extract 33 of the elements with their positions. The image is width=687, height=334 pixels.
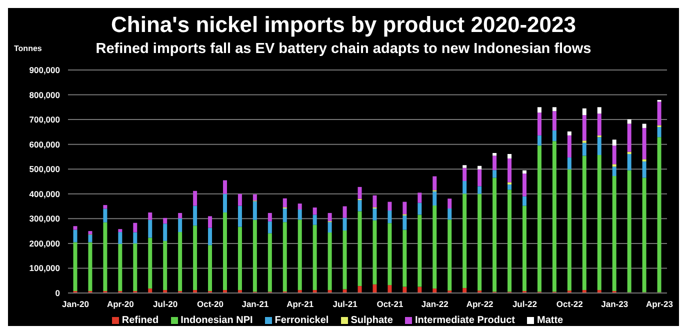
legend-label: Refined (122, 315, 159, 326)
chart-title: China's nickel imports by product 2020-2023 (110, 11, 577, 38)
x-tick-label: Apr-20 (106, 299, 134, 310)
x-tick-label: Jan-20 (62, 299, 90, 310)
y-axis-title: Tonnes (14, 44, 42, 53)
y-tick-label: 600,000 (29, 139, 60, 150)
y-tick-label: 700,000 (29, 114, 60, 125)
y-tick-label: 100,000 (29, 263, 60, 274)
x-tick-label: Apr-23 (646, 299, 674, 310)
x-tick-label: Oct-20 (197, 299, 224, 310)
legend-label: Matte (536, 315, 564, 326)
x-tick-label: Jul-21 (332, 299, 358, 310)
legend-label: Indonesian NPI (180, 315, 253, 326)
x-tick-label: Jul-22 (512, 299, 538, 310)
y-tick-label: 500,000 (29, 164, 60, 174)
x-tick-label: Jul-20 (153, 299, 178, 310)
x-tick-label: Jan-21 (242, 299, 269, 310)
y-tick-label: 400,000 (29, 188, 60, 199)
x-tick-label: Jan-23 (601, 299, 628, 310)
x-tick-label: Apr-21 (286, 299, 314, 310)
y-tick-label: 0 (55, 288, 60, 298)
legend-label: Sulphate (350, 315, 393, 326)
y-tick-label: 200,000 (29, 238, 60, 248)
legend-label: Ferronickel (274, 315, 329, 326)
y-tick-label: 900,000 (29, 65, 60, 76)
y-tick-label: 800,000 (29, 90, 60, 100)
x-tick-label: Apr-22 (466, 299, 494, 310)
y-tick-label: 300,000 (29, 214, 60, 224)
chart-subtitle: Refined imports fall as EV battery chain adapts to new Indonesian flows (96, 41, 592, 57)
x-tick-label: Oct-22 (556, 299, 584, 310)
legend-label: Intermediate Product (414, 315, 515, 326)
x-tick-label: Oct-21 (376, 299, 404, 310)
x-tick-label: Jan-22 (421, 299, 449, 310)
